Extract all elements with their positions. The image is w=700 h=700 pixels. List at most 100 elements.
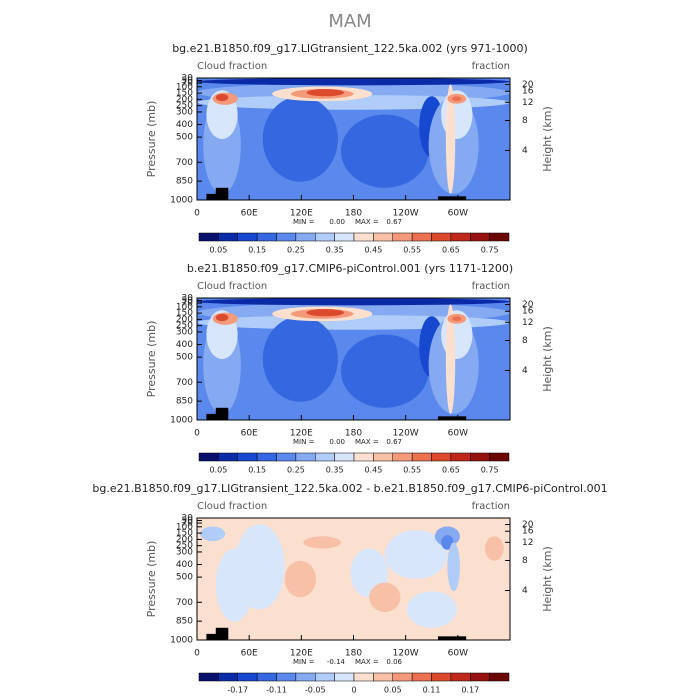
min-value: -0.14 [327, 658, 346, 666]
colorbar-box [353, 232, 374, 242]
colorbar-label: 0.15 [248, 246, 266, 255]
contour-fill [306, 308, 345, 317]
terrain [438, 196, 467, 200]
x-tick-label: 60E [241, 649, 258, 659]
contour-fill [445, 84, 456, 194]
y-tick-label: 70 [182, 79, 194, 89]
y2-label: Height (km) [541, 546, 554, 612]
colorbar-label: 0.05 [209, 466, 227, 475]
colorbar-box [392, 232, 413, 242]
colorbar-label: 0.75 [481, 246, 499, 255]
colorbar-label: 0.55 [403, 466, 421, 475]
colorbar-label: 0.35 [326, 246, 344, 255]
colorbar-label: 0.05 [384, 686, 402, 695]
colorbar-label: -0.05 [305, 686, 326, 695]
contour-fill [406, 591, 457, 628]
terrain [438, 636, 467, 640]
colorbar-box [373, 452, 393, 462]
terrain [215, 627, 229, 640]
colorbar-box [450, 672, 471, 682]
x-tick-label: 120E [290, 429, 313, 439]
x-tick-label: 120W [393, 649, 419, 659]
colorbar-box [295, 232, 316, 242]
colorbar-label: -0.17 [227, 686, 248, 695]
y-tick-label: 700 [176, 158, 193, 168]
y2-tick-label: 8 [522, 556, 528, 566]
left-label: Cloud fraction [197, 61, 267, 72]
colorbar-box [411, 672, 432, 682]
contour-field [197, 298, 510, 420]
y-tick-label: 250 [176, 321, 193, 331]
colorbar-box [315, 672, 335, 682]
y-tick-label: 400 [176, 120, 193, 130]
panel: b.e21.B1850.f09_g17.CMIP6-piControl.001 … [145, 262, 554, 475]
contour-fill [340, 114, 429, 188]
colorbar-box [237, 672, 258, 682]
x-tick-label: 60W [448, 209, 468, 219]
x-tick-label: 180 [345, 429, 362, 439]
y-tick-label: 100 [176, 302, 193, 312]
y2-tick-label: 12 [522, 318, 533, 328]
y2-tick-label: 12 [522, 98, 533, 108]
right-label: fraction [472, 281, 510, 292]
y-tick-label: 150 [176, 309, 193, 319]
x-tick-label: 180 [345, 649, 362, 659]
y-tick-label: 1000 [170, 196, 193, 206]
y-tick-label: 700 [176, 598, 193, 608]
contour-fill [284, 560, 316, 598]
terrain [215, 187, 229, 200]
colorbar-box [198, 672, 219, 682]
colorbar-box [470, 672, 490, 682]
y-tick-label: 400 [176, 340, 193, 350]
y-tick-label: 50 [182, 76, 194, 86]
colorbar-box [373, 232, 393, 242]
y2-tick-label: 4 [522, 366, 528, 376]
colorbar-box [218, 452, 238, 462]
colorbar-box [373, 672, 393, 682]
max-value: 0.67 [386, 438, 402, 446]
max-label: MAX = [355, 658, 379, 666]
panel: bg.e21.B1850.f09_g17.LIGtransient_122.5k… [145, 42, 554, 255]
y-tick-label: 30 [182, 294, 194, 304]
min-label: MIN = [293, 658, 315, 666]
colorbar-box [470, 232, 490, 242]
y-tick-label: 70 [182, 519, 194, 529]
y-tick-label: 250 [176, 541, 193, 551]
colorbar-box [334, 452, 355, 462]
y-tick-label: 200 [176, 535, 193, 545]
y-label: Pressure (mb) [145, 101, 158, 178]
x-tick-label: 60E [241, 209, 258, 219]
colorbar-label: 0.65 [442, 466, 460, 475]
y2-label: Height (km) [541, 326, 554, 392]
y-tick-label: 50 [182, 296, 194, 306]
contour-fill [197, 298, 510, 306]
colorbar-label: 0 [351, 686, 356, 695]
colorbar-box [431, 452, 452, 462]
colorbar-label: 0.45 [364, 466, 382, 475]
y-tick-label: 300 [176, 327, 193, 337]
contour-fill [215, 313, 229, 322]
contour-fill [262, 316, 338, 402]
y-tick-label: 150 [176, 89, 193, 99]
x-tick-label: 0 [194, 649, 200, 659]
colorbar-box [256, 452, 277, 462]
colorbar-box [295, 452, 316, 462]
y-tick-label: 850 [176, 177, 193, 187]
contour-fill [452, 316, 462, 322]
figure-title: MAM [328, 11, 371, 32]
left-label: Cloud fraction [197, 281, 267, 292]
y-tick-label: 150 [176, 529, 193, 539]
colorbar-label: 0.65 [442, 246, 460, 255]
y2-tick-label: 4 [522, 146, 528, 156]
panel: bg.e21.B1850.f09_g17.LIGtransient_122.5k… [92, 482, 607, 695]
y-tick-label: 500 [176, 573, 193, 583]
colorbar-box [470, 452, 490, 462]
colorbar-label: 0.55 [403, 246, 421, 255]
contour-field [197, 518, 510, 640]
y-tick-label: 30 [182, 514, 194, 524]
right-label: fraction [472, 501, 510, 512]
colorbar-label: -0.11 [266, 686, 287, 695]
x-tick-label: 180 [345, 209, 362, 219]
y-tick-label: 250 [176, 101, 193, 111]
colorbar-box [489, 452, 510, 462]
